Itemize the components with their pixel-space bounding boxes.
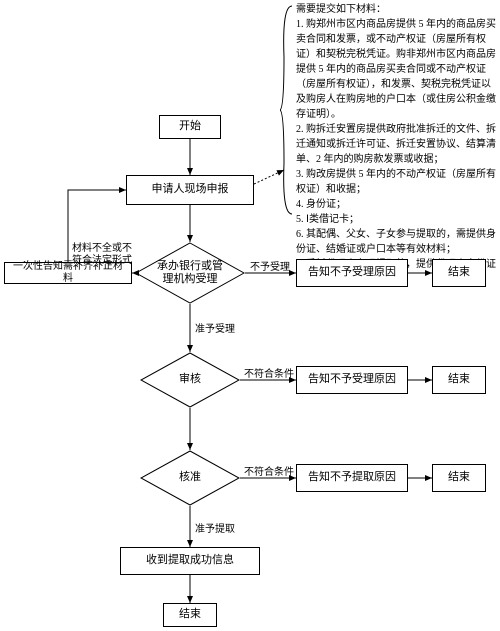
- reject2-label: 告知不予受理原因: [308, 373, 396, 387]
- reject2-node: 告知不予受理原因: [296, 366, 408, 394]
- note-item: 5. Ⅰ类借记卡；: [296, 212, 496, 227]
- reject3-label: 告知不予提取原因: [308, 471, 396, 485]
- apply-label: 申请人现场申报: [152, 183, 229, 197]
- accept-node: 承办银行或管 理机构受理: [135, 242, 245, 304]
- approve-node: 核准: [140, 450, 240, 506]
- end4-label: 结束: [179, 608, 201, 622]
- end2-label: 结束: [448, 373, 470, 387]
- end4-node: 结束: [163, 603, 217, 627]
- end1-node: 结束: [432, 259, 486, 287]
- apply-node: 申请人现场申报: [126, 175, 254, 205]
- materials-note: 需要提交如下材料： 1. 购郑州市区内商品房提供 5 年内的商品房买卖合同和发票…: [296, 2, 496, 287]
- success-node: 收到提取成功信息: [120, 547, 260, 575]
- success-label: 收到提取成功信息: [146, 554, 234, 568]
- note-item: 3. 购改房提供 5 年内的不动产权证（房屋所有权证）和收据；: [296, 167, 496, 197]
- edge-review-right: 不符合条件: [244, 365, 294, 380]
- reject3-node: 告知不予提取原因: [296, 464, 408, 492]
- note-item: 1. 购郑州市区内商品房提供 5 年内的商品房买卖合同和发票，或不动产权证（房屋…: [296, 17, 496, 122]
- flowchart-canvas: 需要提交如下材料： 1. 购郑州市区内商品房提供 5 年内的商品房买卖合同和发票…: [0, 0, 500, 631]
- edge-accept-down: 准予受理: [195, 320, 235, 335]
- end3-node: 结束: [432, 464, 486, 492]
- review-node: 审核: [140, 352, 240, 408]
- start-node: 开始: [159, 115, 221, 139]
- edge-approve-right: 不符合条件: [244, 463, 294, 478]
- note-item: 6. 其配偶、父女、子女参与提取的，需提供身份证、结婚证或户口本等有效材料；: [296, 227, 496, 257]
- edge-accept-right: 不予受理: [250, 258, 290, 273]
- end1-label: 结束: [448, 266, 470, 280]
- end3-label: 结束: [448, 471, 470, 485]
- start-label: 开始: [179, 120, 201, 134]
- note-item: 2. 购拆迁安置房提供政府批准拆迁的文件、拆迁通知或拆迁许可证、拆迁安置协议、结…: [296, 122, 496, 167]
- note-item: 4. 身份证；: [296, 197, 496, 212]
- edge-accept-left: 材料不全或不 符合法定形式: [72, 243, 142, 267]
- end2-node: 结束: [432, 366, 486, 394]
- note-title: 需要提交如下材料：: [296, 2, 496, 17]
- note-brace: [280, 4, 294, 216]
- edge-approve-down: 准予提取: [195, 520, 235, 535]
- reject1-label: 告知不予受理原因: [308, 266, 396, 280]
- reject1-node: 告知不予受理原因: [296, 259, 408, 287]
